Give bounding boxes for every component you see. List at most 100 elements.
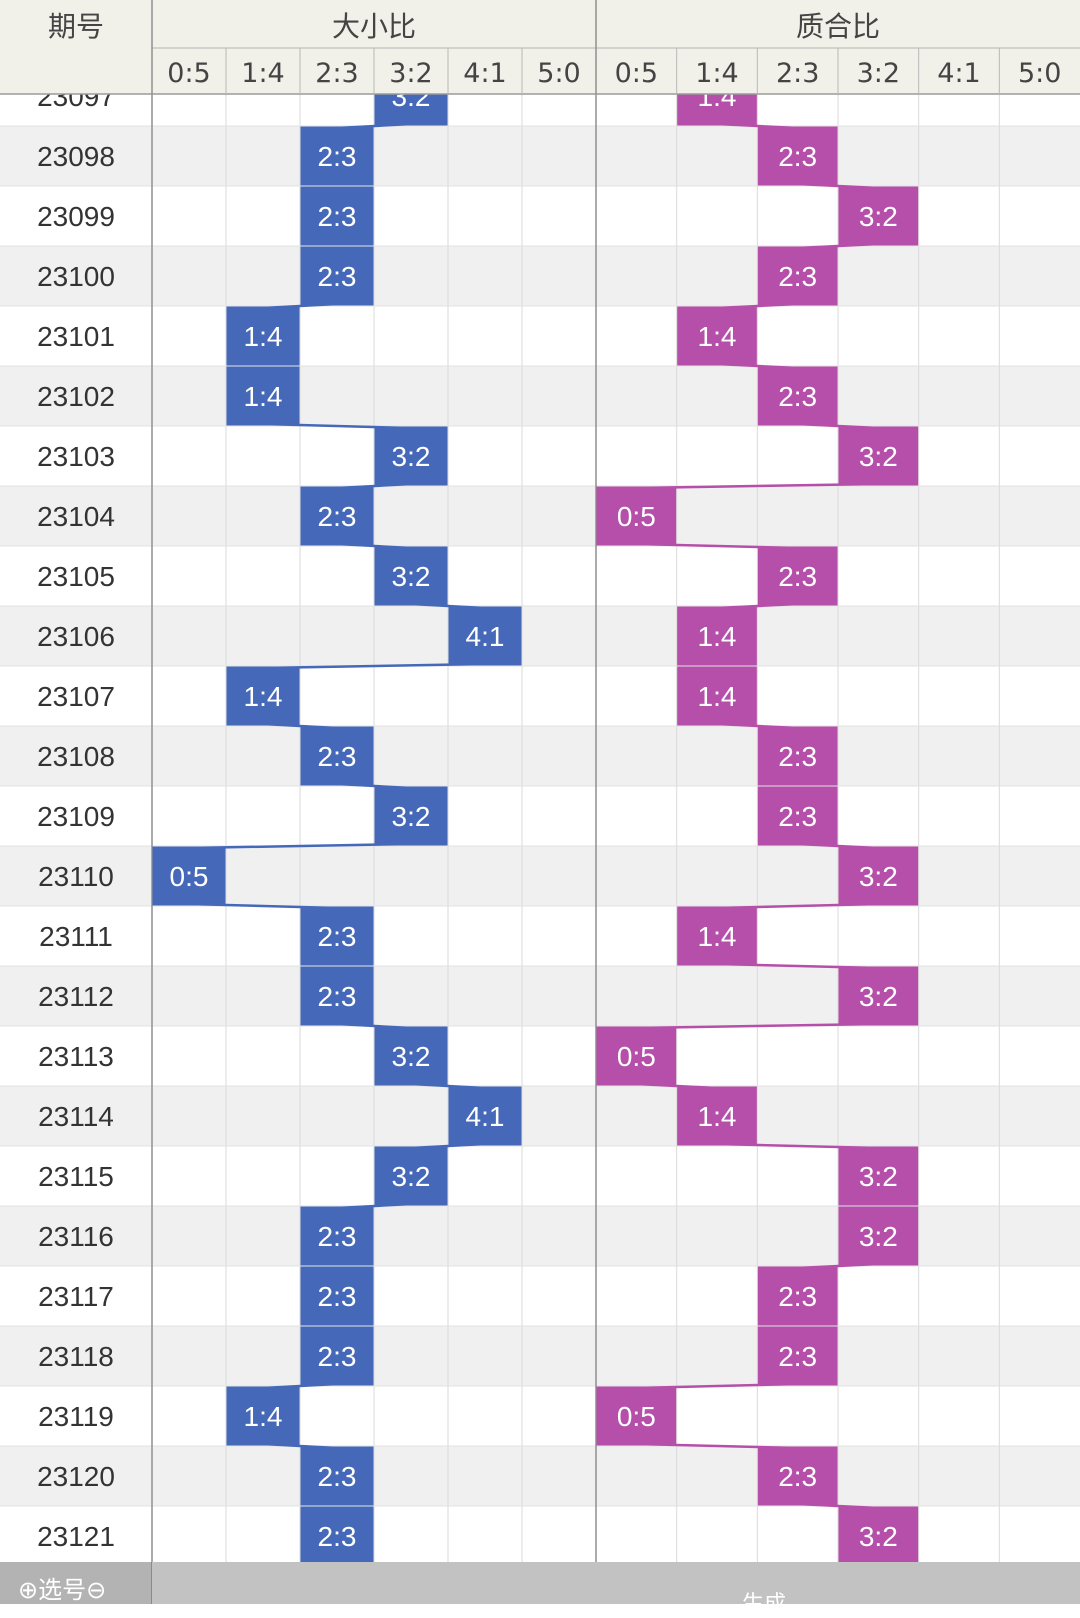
- size-ratio-column-header: 3:2: [389, 58, 432, 89]
- size-ratio-column-header: 4:1: [463, 58, 506, 89]
- period-label: 23099: [37, 201, 115, 232]
- period-label: 23118: [38, 1341, 114, 1372]
- prime-hit-label: 1:4: [698, 681, 737, 712]
- size-ratio-column-header: 1:4: [241, 58, 284, 89]
- size-hit-label: 1:4: [244, 1401, 283, 1432]
- size-hit-cell: [300, 486, 374, 546]
- prime-hit-label: 3:2: [859, 861, 898, 892]
- size-hit-cell: [374, 786, 448, 846]
- period-label: 23103: [37, 441, 115, 472]
- prime-hit-label: 2:3: [778, 1461, 817, 1492]
- period-label: 23121: [37, 1521, 115, 1552]
- size-hit-label: 0:5: [170, 861, 209, 892]
- size-hit-label: 3:2: [392, 1161, 431, 1192]
- prime-hit-cell: [838, 846, 919, 906]
- prime-hit-cell: [677, 606, 757, 666]
- size-hit-cell: [374, 426, 448, 486]
- period-label: 23117: [38, 1281, 114, 1312]
- select-number-button[interactable]: ⊕选号⊖: [18, 1576, 107, 1604]
- size-hit-cell: [226, 366, 300, 426]
- row-stripe: [0, 1446, 1080, 1506]
- size-hit-label: 2:3: [318, 1521, 357, 1552]
- row-stripe: [0, 126, 1080, 186]
- period-label: 23105: [37, 561, 115, 592]
- size-hit-label: 2:3: [318, 981, 357, 1012]
- size-hit-cell: [226, 1386, 300, 1446]
- size-hit-cell: [374, 1026, 448, 1086]
- size-ratio-group-title: 大小比: [332, 10, 416, 43]
- prime-hit-cell: [757, 246, 838, 306]
- size-hit-label: 4:1: [466, 1101, 505, 1132]
- size-hit-label: 2:3: [318, 1221, 357, 1252]
- size-trend-segment: [188, 842, 412, 850]
- period-label: 23119: [38, 1401, 114, 1432]
- prime-trend-segment: [636, 1022, 879, 1030]
- size-hit-cell: [448, 1086, 522, 1146]
- period-label: 23100: [37, 261, 115, 292]
- bottom-bar: ⊕选号⊖ 生成…: [0, 1562, 1080, 1617]
- row-stripe: [0, 246, 1080, 306]
- row-stripe: [0, 1326, 1080, 1386]
- period-label: 23107: [37, 681, 115, 712]
- prime-hit-cell: [757, 126, 838, 186]
- prime-hit-label: 1:4: [698, 621, 737, 652]
- prime-hit-cell: [757, 1266, 838, 1326]
- size-hit-label: 3:2: [392, 441, 431, 472]
- size-hit-cell: [226, 306, 300, 366]
- chart-grid: [0, 0, 1080, 1562]
- period-label: 23102: [37, 381, 115, 412]
- row-stripe: [0, 1086, 1080, 1146]
- select-panel: ⊕选号⊖: [0, 1562, 152, 1604]
- prime-ratio-column-header: 3:2: [857, 58, 900, 89]
- size-hit-label: 2:3: [318, 741, 357, 772]
- prime-hit-cell: [757, 1446, 838, 1506]
- prime-hit-label: 2:3: [778, 1341, 817, 1372]
- period-label: 23116: [38, 1221, 114, 1252]
- size-hit-cell: [300, 966, 374, 1026]
- prime-hit-label: 1:4: [698, 321, 737, 352]
- header-bg: [0, 0, 1080, 94]
- prime-hit-cell: [757, 546, 838, 606]
- period-label: 23109: [37, 801, 115, 832]
- prime-hit-label: 0:5: [617, 1401, 656, 1432]
- size-hit-cell: [226, 666, 300, 726]
- prime-ratio-group-title: 质合比: [796, 10, 880, 43]
- size-hit-cell: [374, 1146, 448, 1206]
- prime-hit-cell: [838, 966, 919, 1026]
- prime-hit-label: 0:5: [617, 1041, 656, 1072]
- size-hit-label: 1:4: [244, 381, 283, 412]
- size-hit-cell: [300, 186, 374, 246]
- prime-hit-label: 1:4: [698, 1101, 737, 1132]
- prime-hit-cell: [596, 486, 677, 546]
- prime-ratio-column-header: 1:4: [695, 58, 738, 89]
- size-hit-cell: [300, 1206, 374, 1266]
- prime-hit-label: 3:2: [859, 201, 898, 232]
- prime-ratio-column-header: 0:5: [615, 58, 658, 89]
- size-ratio-column-header: 0:5: [167, 58, 210, 89]
- prime-hit-cell: [677, 306, 757, 366]
- footer-note: 生成…: [742, 1592, 809, 1617]
- size-ratio-column-header: 2:3: [315, 58, 358, 89]
- trend-chart: 3:2 1:4 2:3 2:3 2:3 3:2 2:3 2:3 1:4 1:4 1:4 2:3 3:2 3…: [0, 0, 1080, 1562]
- row-stripe: [0, 366, 1080, 426]
- prime-hit-label: 2:3: [778, 561, 817, 592]
- size-hit-label: 1:4: [244, 681, 283, 712]
- size-hit-cell: [300, 246, 374, 306]
- period-label: 23104: [37, 501, 115, 532]
- prime-ratio-column-header: 5:0: [1018, 58, 1061, 89]
- period-label: 23113: [38, 1041, 114, 1072]
- size-hit-label: 3:2: [392, 1041, 431, 1072]
- prime-hit-cell: [596, 1386, 677, 1446]
- prime-hit-label: 2:3: [778, 741, 817, 772]
- size-hit-cell: [374, 546, 448, 606]
- prime-hit-label: 3:2: [859, 1161, 898, 1192]
- size-hit-label: 2:3: [318, 141, 357, 172]
- period-label: 23120: [37, 1461, 115, 1492]
- prime-hit-label: 2:3: [778, 141, 817, 172]
- row-stripe: [0, 606, 1080, 666]
- prime-hit-cell: [757, 1326, 838, 1386]
- size-hit-cell: [300, 1446, 374, 1506]
- size-hit-cell: [300, 1326, 374, 1386]
- prime-ratio-column-header: 2:3: [776, 58, 819, 89]
- prime-hit-label: 2:3: [778, 801, 817, 832]
